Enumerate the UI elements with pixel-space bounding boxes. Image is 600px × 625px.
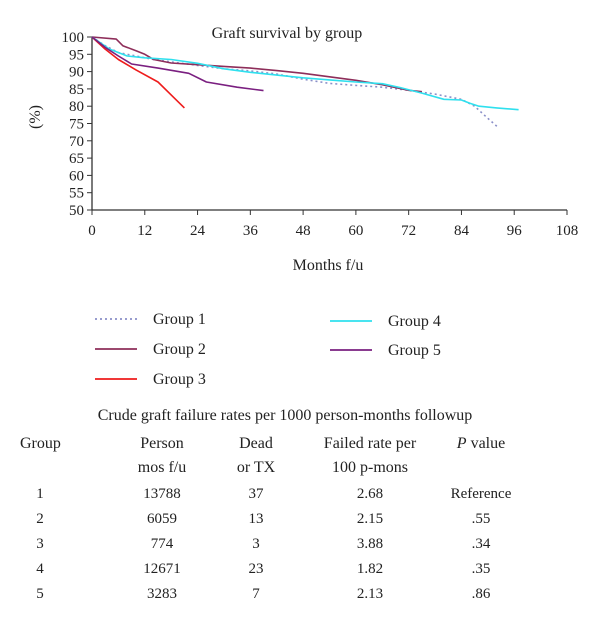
table-cell: 23 xyxy=(249,561,264,577)
table-cell: 2.68 xyxy=(357,486,383,502)
table-cell: 1.82 xyxy=(357,561,383,577)
table-cell: 13 xyxy=(249,511,264,527)
table-cell: 3 xyxy=(252,536,260,552)
x-tick-label: 60 xyxy=(348,223,363,239)
y-tick-label: 70 xyxy=(69,134,84,150)
x-tick-label: 12 xyxy=(137,223,152,239)
table-cell: 4 xyxy=(36,561,44,577)
x-tick-label: 48 xyxy=(296,223,311,239)
table-cell: 3283 xyxy=(147,586,177,602)
y-tick-label: 50 xyxy=(69,203,84,219)
table-cell: .55 xyxy=(472,511,491,527)
table-header-cell: 100 p-mons xyxy=(332,459,408,476)
table-cell: 13788 xyxy=(143,486,181,502)
series-line-group-5 xyxy=(91,36,264,92)
y-tick-label: 55 xyxy=(69,186,84,202)
table-header-cell: Person xyxy=(140,435,184,452)
legend-label-group-1: Group 1 xyxy=(153,311,206,328)
table-cell: 2.13 xyxy=(357,586,383,602)
table-header-cell: mos f/u xyxy=(138,459,186,476)
failure-rate-table: Group Person mos f/u Dead or TX Failed rate p… xyxy=(20,435,512,602)
table-cell: 774 xyxy=(151,536,174,552)
table-cell: 5 xyxy=(36,586,44,602)
table-cell: 1 xyxy=(36,486,44,502)
x-axis-label: Months f/u xyxy=(293,257,364,274)
table-cell: .35 xyxy=(472,561,491,577)
chart-title: Graft survival by group xyxy=(212,25,363,42)
table-cell: 2.15 xyxy=(357,511,383,527)
table-cell: 3 xyxy=(36,536,44,552)
y-tick-label: 75 xyxy=(69,117,84,133)
table-header-cell: or TX xyxy=(237,459,276,476)
legend-label-group-2: Group 2 xyxy=(153,341,206,358)
legend-label-group-5: Group 5 xyxy=(388,342,441,359)
table-header-cell: P value xyxy=(456,435,505,452)
y-tick-label: 60 xyxy=(69,168,84,184)
table-cell: .86 xyxy=(472,586,491,602)
y-tick-label: 100 xyxy=(62,30,85,46)
y-tick-label: 80 xyxy=(69,99,84,115)
y-tick-label: 90 xyxy=(69,65,84,81)
x-tick-label: 72 xyxy=(401,223,416,239)
x-tick-label: 24 xyxy=(190,223,206,239)
y-axis-label: (%) xyxy=(27,105,44,129)
y-tick-label: 65 xyxy=(69,151,84,167)
table-cell: .34 xyxy=(472,536,491,552)
table-cell: 2 xyxy=(36,511,44,527)
table-header-cell: Dead xyxy=(239,435,273,452)
legend-label-group-3: Group 3 xyxy=(153,371,206,388)
plot-area xyxy=(91,36,519,129)
y-tick-label: 85 xyxy=(69,82,84,98)
table-cell: 3.88 xyxy=(357,536,383,552)
x-tick-label: 96 xyxy=(507,223,523,239)
x-tick-label: 36 xyxy=(243,223,259,239)
table-cell: 7 xyxy=(252,586,260,602)
series-line-group-1 xyxy=(91,36,500,129)
x-tick-label: 108 xyxy=(556,223,579,239)
series-line-group-4 xyxy=(91,36,519,111)
table-cell: 12671 xyxy=(143,561,181,577)
series-line-group-3 xyxy=(91,36,185,109)
table-header-cell: Group xyxy=(20,435,61,452)
y-tick-label: 95 xyxy=(69,47,84,63)
legend-label-group-4: Group 4 xyxy=(388,313,441,330)
table-cell: 6059 xyxy=(147,511,177,527)
table-cell: 37 xyxy=(249,486,265,502)
x-tick-label: 0 xyxy=(88,223,96,239)
table-header-cell: Failed rate per xyxy=(324,435,417,452)
x-tick-label: 84 xyxy=(454,223,470,239)
table-cell: Reference xyxy=(451,486,512,502)
legend: Group 1 Group 2 Group 3 Group 4 Group 5 xyxy=(95,311,441,388)
table-caption: Crude graft failure rates per 1000 perso… xyxy=(98,407,473,424)
